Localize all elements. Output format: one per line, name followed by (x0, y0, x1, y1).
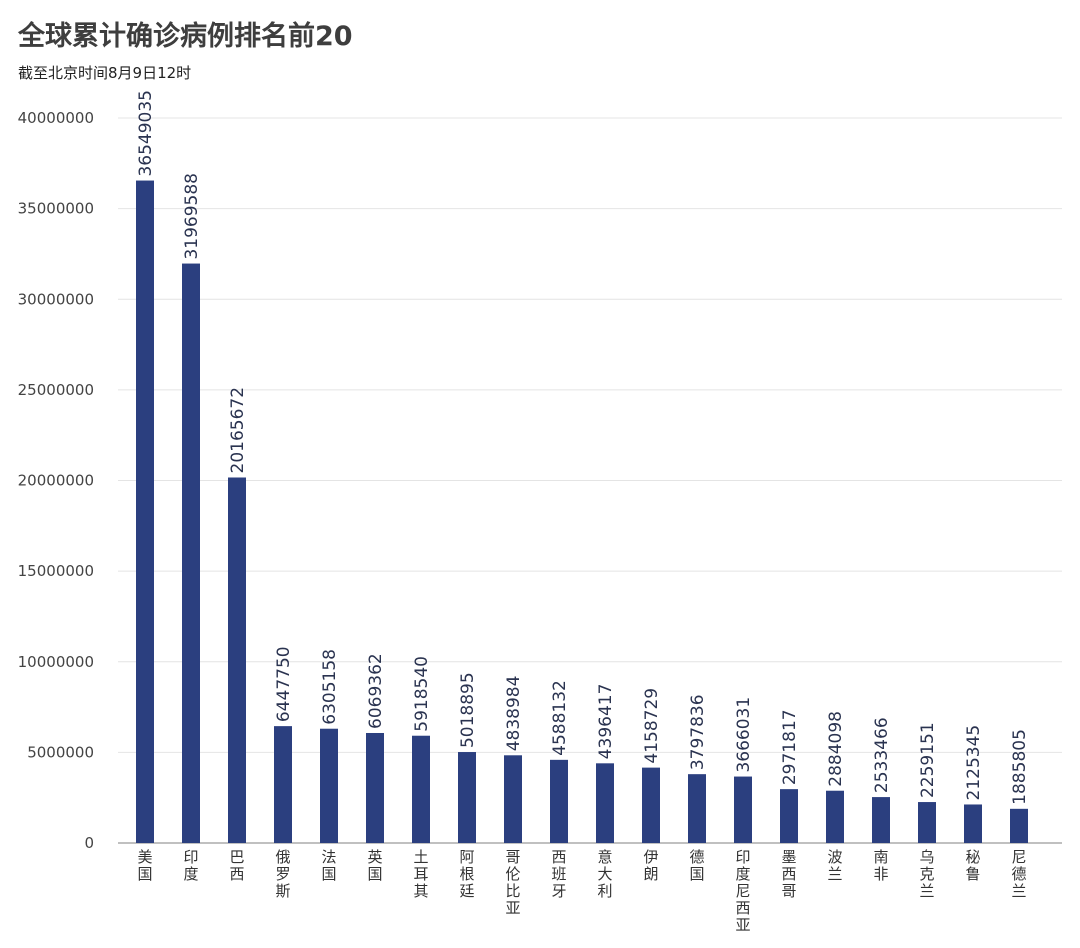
bar (596, 763, 614, 843)
category-label: 印度 (183, 848, 198, 883)
bar (136, 180, 154, 844)
bar (734, 776, 752, 843)
category-label: 南非 (873, 848, 888, 883)
bar-value-label: 1885805 (1010, 729, 1030, 805)
category-label: 美国 (137, 848, 152, 883)
category-label: 墨西哥 (781, 848, 796, 900)
bar-value-label: 2125345 (964, 725, 984, 801)
y-tick-label: 5000000 (27, 743, 94, 761)
bar-value-label: 2971817 (780, 709, 800, 785)
bar-value-label: 2884098 (826, 711, 846, 787)
category-label: 阿根廷 (459, 848, 474, 900)
bar-value-label: 5018895 (458, 672, 478, 748)
category-label: 尼德兰 (1011, 848, 1026, 900)
value-labels: 36549035 31969588 20165672 6447750 6305158 60… (136, 90, 1030, 805)
y-tick-label: 0 (84, 834, 94, 852)
bar (366, 732, 384, 843)
bar (1010, 808, 1028, 843)
bar (458, 752, 476, 843)
y-axis-ticks: 0 5000000 10000000 15000000 20000000 25000000… (18, 109, 94, 852)
chart-title: 全球累计确诊病例排名前20 (18, 21, 353, 52)
bar-value-label: 6305158 (320, 649, 340, 725)
bar-value-label: 5918540 (412, 656, 432, 732)
bar (274, 726, 292, 843)
y-tick-label: 35000000 (18, 200, 94, 218)
bar-value-label: 6069362 (366, 653, 386, 729)
chart-subtitle: 截至北京时间8月9日12时 (18, 64, 192, 82)
y-tick-label: 15000000 (18, 562, 94, 580)
bar-value-label: 2259151 (918, 722, 938, 798)
bar (228, 477, 246, 843)
bar (182, 263, 200, 843)
category-label: 乌克兰 (919, 848, 934, 900)
bar (918, 802, 936, 843)
bar-value-label: 2533466 (872, 717, 892, 793)
category-label: 法国 (321, 848, 336, 883)
bar (688, 774, 706, 843)
bar-value-label: 6447750 (274, 646, 294, 722)
bar (826, 790, 844, 843)
bar (780, 789, 798, 843)
bar (504, 755, 522, 843)
category-label: 英国 (367, 848, 382, 883)
gridlines (118, 117, 1062, 844)
y-tick-label: 20000000 (18, 472, 94, 490)
bar-value-label: 36549035 (136, 90, 156, 177)
bar (320, 728, 338, 843)
y-tick-label: 40000000 (18, 109, 94, 127)
bar-value-label: 31969588 (182, 173, 202, 260)
bar (412, 735, 430, 843)
category-label: 伊朗 (643, 848, 658, 883)
bars (136, 180, 1028, 844)
y-tick-label: 30000000 (18, 290, 94, 308)
category-label: 哥伦比亚 (505, 848, 520, 917)
bar-value-label: 4396417 (596, 684, 616, 760)
category-label: 印度尼西亚 (735, 848, 750, 934)
y-tick-label: 10000000 (18, 653, 94, 671)
category-label: 波兰 (827, 848, 842, 883)
category-label: 意大利 (597, 848, 612, 900)
category-label: 土耳其 (413, 848, 428, 900)
bar (642, 767, 660, 843)
bar (872, 797, 890, 843)
y-tick-label: 25000000 (18, 381, 94, 399)
bar-value-label: 3666031 (734, 697, 754, 773)
category-label: 西班牙 (551, 848, 566, 900)
bar-value-label: 20165672 (228, 387, 248, 474)
category-label: 巴西 (229, 848, 244, 883)
category-label: 秘鲁 (965, 848, 980, 883)
bar-value-label: 3797836 (688, 694, 708, 770)
category-label: 德国 (689, 848, 704, 883)
bar-value-label: 4588132 (550, 680, 570, 756)
category-label: 俄罗斯 (275, 848, 290, 900)
bar (964, 804, 982, 843)
bar-value-label: 4838984 (504, 676, 524, 752)
bar (550, 759, 568, 843)
bar-value-label: 4158729 (642, 688, 662, 764)
